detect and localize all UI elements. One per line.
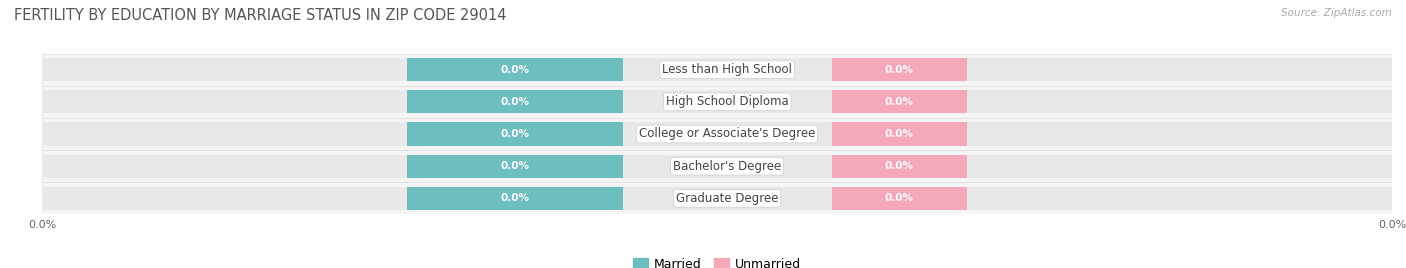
Text: FERTILITY BY EDUCATION BY MARRIAGE STATUS IN ZIP CODE 29014: FERTILITY BY EDUCATION BY MARRIAGE STATU… [14,8,506,23]
Bar [42,90,1392,113]
Bar [42,150,1392,182]
Text: 0.0%: 0.0% [884,97,914,107]
Bar [406,90,623,113]
Text: 0.0%: 0.0% [501,129,529,139]
Text: High School Diploma: High School Diploma [666,95,789,108]
Bar [832,58,967,81]
Text: Bachelor's Degree: Bachelor's Degree [673,160,782,173]
Bar [42,58,1392,81]
Bar [406,58,623,81]
Text: 0.0%: 0.0% [501,161,529,171]
Bar [832,155,967,178]
Text: Source: ZipAtlas.com: Source: ZipAtlas.com [1281,8,1392,18]
Text: 0.0%: 0.0% [884,65,914,75]
Bar [42,187,1392,210]
Bar [832,122,967,146]
Bar [406,187,623,210]
Bar [42,118,1392,150]
Bar [42,155,1392,178]
Bar [832,187,967,210]
Text: 0.0%: 0.0% [884,193,914,203]
Bar [406,122,623,146]
Text: 0.0%: 0.0% [884,161,914,171]
Text: 0.0%: 0.0% [501,193,529,203]
Bar [42,122,1392,146]
Bar [406,155,623,178]
Legend: Married, Unmarried: Married, Unmarried [627,253,807,268]
Text: 0.0%: 0.0% [501,65,529,75]
Bar [42,182,1392,214]
Text: 0.0%: 0.0% [501,97,529,107]
Bar [42,86,1392,118]
Text: 0.0%: 0.0% [884,129,914,139]
Bar [42,54,1392,86]
Text: College or Associate's Degree: College or Associate's Degree [638,128,815,140]
Text: Less than High School: Less than High School [662,63,792,76]
Text: Graduate Degree: Graduate Degree [676,192,779,205]
Bar [832,90,967,113]
